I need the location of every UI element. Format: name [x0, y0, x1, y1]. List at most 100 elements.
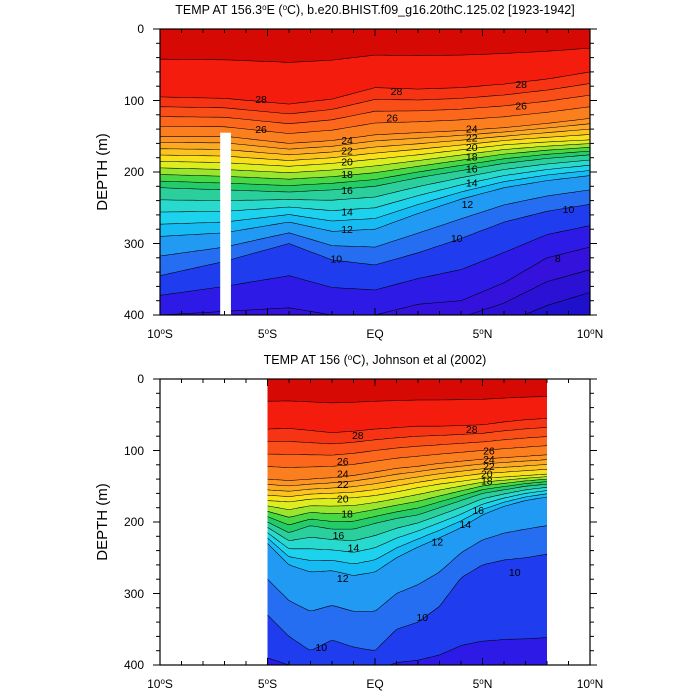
contour-line	[160, 128, 590, 156]
contour-line	[160, 139, 590, 167]
contour-line	[160, 147, 590, 180]
contour-label: 24	[483, 454, 495, 466]
contour-line	[267, 445, 548, 468]
panel-observed: TEMP AT 156 (oC), Johnson et al (2002) D…	[94, 353, 603, 691]
contour-label: 20	[341, 156, 353, 168]
contour-label: 16	[333, 530, 345, 542]
contour-line	[160, 170, 590, 225]
contour-label: 26	[515, 101, 527, 113]
x-tick-label: 10oN	[577, 677, 603, 691]
contour-line	[160, 175, 590, 237]
contour-line	[267, 481, 548, 526]
contour-label: 12	[432, 536, 444, 548]
contour-line	[267, 496, 548, 576]
contour-line	[160, 123, 590, 150]
contour-line	[267, 478, 548, 518]
contour-line	[160, 150, 590, 186]
contour-label: 20	[466, 142, 478, 154]
contour-label: 28	[352, 430, 364, 442]
axis-ticks	[153, 28, 597, 316]
contour-labels: 2828282626262422201816141210242220181614…	[255, 79, 574, 265]
contour-label: 22	[483, 461, 495, 473]
x-tick-label: 5oS	[258, 327, 277, 341]
contour-label: 26	[337, 456, 349, 468]
contour-label: 18	[341, 508, 353, 520]
y-tick-label: 0	[137, 22, 144, 36]
x-tick-label: 5oS	[258, 677, 277, 691]
contour-line	[467, 269, 590, 315]
contour-line	[267, 454, 548, 481]
contour-line	[160, 118, 590, 144]
panel-title: TEMP AT 156 (oC), Johnson et al (2002)	[264, 353, 487, 367]
y-axis-label: DEPTH (m)	[94, 133, 111, 211]
y-tick-label: 100	[124, 444, 144, 458]
contour-line	[160, 189, 590, 257]
contour-label: 8	[555, 253, 561, 265]
contour-label: 10	[330, 254, 342, 266]
contour-line	[267, 637, 548, 665]
contour-line	[267, 418, 548, 433]
contour-label: 28	[255, 94, 267, 106]
contour-line	[160, 203, 590, 276]
contour-label: 20	[337, 493, 349, 505]
contour-labels: 28 28262422201816141210102624222018161412…	[315, 424, 520, 654]
x-tick-label: 10oS	[147, 677, 173, 691]
contour-line	[160, 71, 590, 105]
contour-line	[267, 487, 548, 541]
x-tick-label: 5oN	[473, 677, 493, 691]
contour-line	[267, 493, 548, 564]
contour-line	[267, 476, 548, 510]
contour-line	[160, 47, 590, 63]
x-tick-labels: 10oS 5oS EQ 5oN 10oN	[147, 327, 603, 341]
contour-line	[160, 106, 590, 134]
contour-line	[267, 473, 548, 503]
y-tick-label: 400	[124, 308, 144, 322]
contour-label: 12	[337, 573, 349, 585]
y-tick-label: 300	[124, 587, 144, 601]
contour-label: 28	[515, 79, 527, 91]
contour-label: 28	[466, 424, 478, 436]
contour-label: 24	[337, 468, 349, 480]
x-tick-label: 5oN	[473, 327, 493, 341]
contour-label: 16	[341, 185, 353, 197]
y-axis-label: DEPTH (m)	[94, 483, 111, 561]
contour-band	[267, 379, 547, 403]
panel-title: TEMP AT 156.3oE (oC), b.e20.BHIST.f09_g1…	[175, 3, 574, 17]
contour-label: 26	[386, 113, 398, 125]
y-tick-label: 200	[124, 165, 144, 179]
contour-plot-area	[160, 29, 590, 315]
contour-label: 12	[341, 224, 353, 236]
y-tick-label: 300	[124, 237, 144, 251]
contour-line	[267, 490, 548, 553]
contour-label: 10	[563, 204, 575, 216]
contour-label: 20	[481, 468, 493, 480]
contour-label: 22	[466, 133, 478, 145]
contour-line	[160, 143, 590, 173]
contour-line	[267, 525, 548, 612]
x-tick-label: EQ	[366, 327, 383, 341]
contour-line	[267, 469, 548, 497]
contour-label: 24	[341, 135, 353, 147]
contour-line	[160, 94, 590, 124]
contour-line	[160, 246, 590, 315]
panel-model: TEMP AT 156.3oE (oC), b.e20.BHIST.f09_g1…	[94, 3, 603, 341]
contour-label: 24	[466, 123, 478, 135]
contour-label: 14	[341, 206, 353, 218]
contour-line	[160, 154, 590, 193]
contour-line	[160, 164, 590, 213]
contour-label: 16	[472, 505, 484, 517]
x-tick-labels: 10oS 5oS EQ 5oN 10oN	[147, 677, 603, 691]
contour-label: 10	[416, 612, 428, 624]
contour-label: 22	[341, 146, 353, 158]
contour-label: 18	[466, 151, 478, 163]
contour-label: 26	[483, 446, 495, 458]
contour-label: 12	[462, 199, 474, 211]
missing-data-band	[220, 132, 231, 315]
y-tick-labels: 0 100 200 300 400	[124, 22, 144, 322]
x-tick-label: EQ	[366, 677, 383, 691]
contour-label: 14	[459, 519, 471, 531]
contour-line	[267, 436, 548, 456]
x-tick-label: 10oN	[577, 327, 603, 341]
contour-label: 26	[255, 124, 267, 136]
contour-plot-area	[267, 379, 548, 665]
